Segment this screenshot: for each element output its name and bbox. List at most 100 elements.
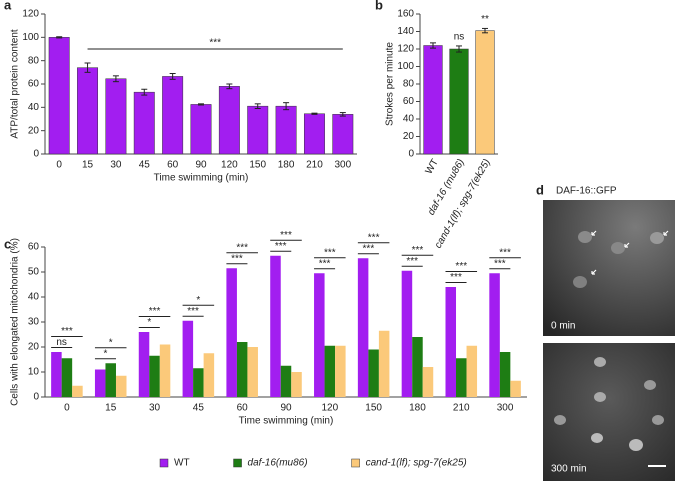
- x-tick-label: 210: [306, 160, 323, 171]
- y-tick-label: 80: [403, 79, 415, 90]
- x-tick-label: 300: [497, 403, 514, 414]
- bar: [275, 105, 297, 155]
- x-tick-label: 30: [149, 403, 161, 414]
- x-tick-label: 15: [105, 403, 117, 414]
- bar: [162, 76, 184, 155]
- bar: [280, 365, 292, 397]
- bar: [226, 268, 237, 397]
- bar: [401, 270, 413, 397]
- bar: [291, 372, 302, 397]
- y-tick-label: 60: [28, 242, 40, 253]
- y-tick-label: 0: [33, 149, 39, 160]
- bar: [115, 375, 127, 397]
- y-tick-label: 60: [403, 96, 415, 107]
- y-axis-label: Strokes per minute: [385, 42, 396, 126]
- legend-swatch: [159, 458, 169, 468]
- bar: [368, 349, 379, 397]
- x-axis-label: Time swimming (min): [239, 416, 334, 427]
- legend-label: cand-1(lf); spg-7(ek25): [366, 458, 467, 469]
- bar: [445, 287, 457, 397]
- significance-label: ***: [231, 253, 243, 264]
- y-tick-label: 20: [403, 131, 415, 142]
- panel-label: d: [536, 182, 544, 197]
- x-tick-label: 300: [334, 160, 351, 171]
- significance-label: ***: [494, 258, 506, 269]
- y-tick-label: 160: [397, 9, 414, 20]
- significance-label: ***: [209, 38, 221, 49]
- significance-label: *: [109, 337, 113, 348]
- x-tick-label: 30: [110, 160, 122, 171]
- bar: [236, 342, 248, 397]
- significance-label: ***: [368, 232, 380, 243]
- significance-label: ***: [187, 306, 199, 317]
- bar: [218, 86, 240, 155]
- y-tick-label: 40: [403, 114, 415, 125]
- x-tick-label: 120: [321, 403, 338, 414]
- bar: [475, 30, 495, 155]
- x-tick-label: 150: [365, 403, 382, 414]
- bar: [77, 67, 99, 155]
- bar: [193, 368, 204, 397]
- y-tick-label: 100: [22, 32, 39, 43]
- bar: [422, 367, 434, 397]
- panel-label: b: [375, 0, 383, 12]
- significance-label: *: [147, 317, 151, 328]
- x-tick-label: 120: [221, 160, 238, 171]
- bar: [247, 105, 269, 155]
- bar: [133, 91, 155, 155]
- bar: [489, 273, 500, 397]
- x-tick-label: 60: [167, 160, 179, 171]
- bar: [182, 320, 194, 397]
- y-tick-label: 100: [397, 61, 414, 72]
- significance-label: ***: [319, 258, 331, 269]
- bar: [105, 78, 127, 155]
- bar: [335, 345, 346, 397]
- y-tick-label: 0: [408, 149, 414, 160]
- bar: [270, 255, 281, 397]
- bar: [449, 48, 469, 155]
- y-axis-label: ATP/total protein content: [10, 29, 21, 139]
- significance-label: ***: [275, 241, 287, 252]
- bar: [412, 337, 423, 397]
- y-tick-label: 40: [28, 292, 40, 303]
- panel-label: a: [4, 0, 12, 12]
- significance-label: ***: [236, 242, 248, 253]
- x-tick-label: 0: [56, 160, 62, 171]
- significance-label: ns: [454, 32, 465, 43]
- x-tick-label: 180: [409, 403, 426, 414]
- significance-label: ***: [450, 272, 462, 283]
- x-axis-label: Time swimming (min): [154, 173, 249, 184]
- bar: [94, 369, 106, 397]
- y-tick-label: 10: [28, 367, 40, 378]
- y-tick-label: 0: [33, 392, 39, 403]
- bar: [190, 104, 212, 155]
- y-tick-label: 120: [397, 44, 414, 55]
- bar: [149, 355, 160, 397]
- significance-label: ***: [324, 247, 336, 258]
- bar: [324, 345, 336, 397]
- significance-label: ***: [455, 261, 467, 272]
- y-tick-label: 30: [28, 317, 40, 328]
- y-axis-label: Cells with elongated mitochondria (%): [10, 238, 21, 406]
- bar: [510, 380, 521, 397]
- bar: [105, 363, 116, 397]
- micrograph: [543, 200, 675, 481]
- x-tick-label: WT: [424, 157, 441, 176]
- y-tick-label: 80: [28, 55, 40, 66]
- legend-swatch: [233, 458, 242, 468]
- bar: [51, 352, 62, 397]
- y-tick-label: 20: [28, 125, 40, 136]
- y-tick-label: 140: [397, 26, 414, 37]
- bar: [72, 385, 83, 397]
- significance-label: ns: [56, 337, 67, 348]
- significance-label: ***: [499, 247, 511, 258]
- bar: [456, 358, 467, 397]
- legend-label: daf-16(mu86): [248, 458, 308, 469]
- x-tick-label: 180: [278, 160, 295, 171]
- bar: [247, 347, 258, 397]
- bar: [499, 352, 511, 397]
- image-title: DAF-16::GFP: [556, 186, 617, 197]
- y-tick-label: 120: [22, 9, 39, 20]
- x-tick-label: 90: [195, 160, 207, 171]
- image-caption: 300 min: [551, 464, 587, 475]
